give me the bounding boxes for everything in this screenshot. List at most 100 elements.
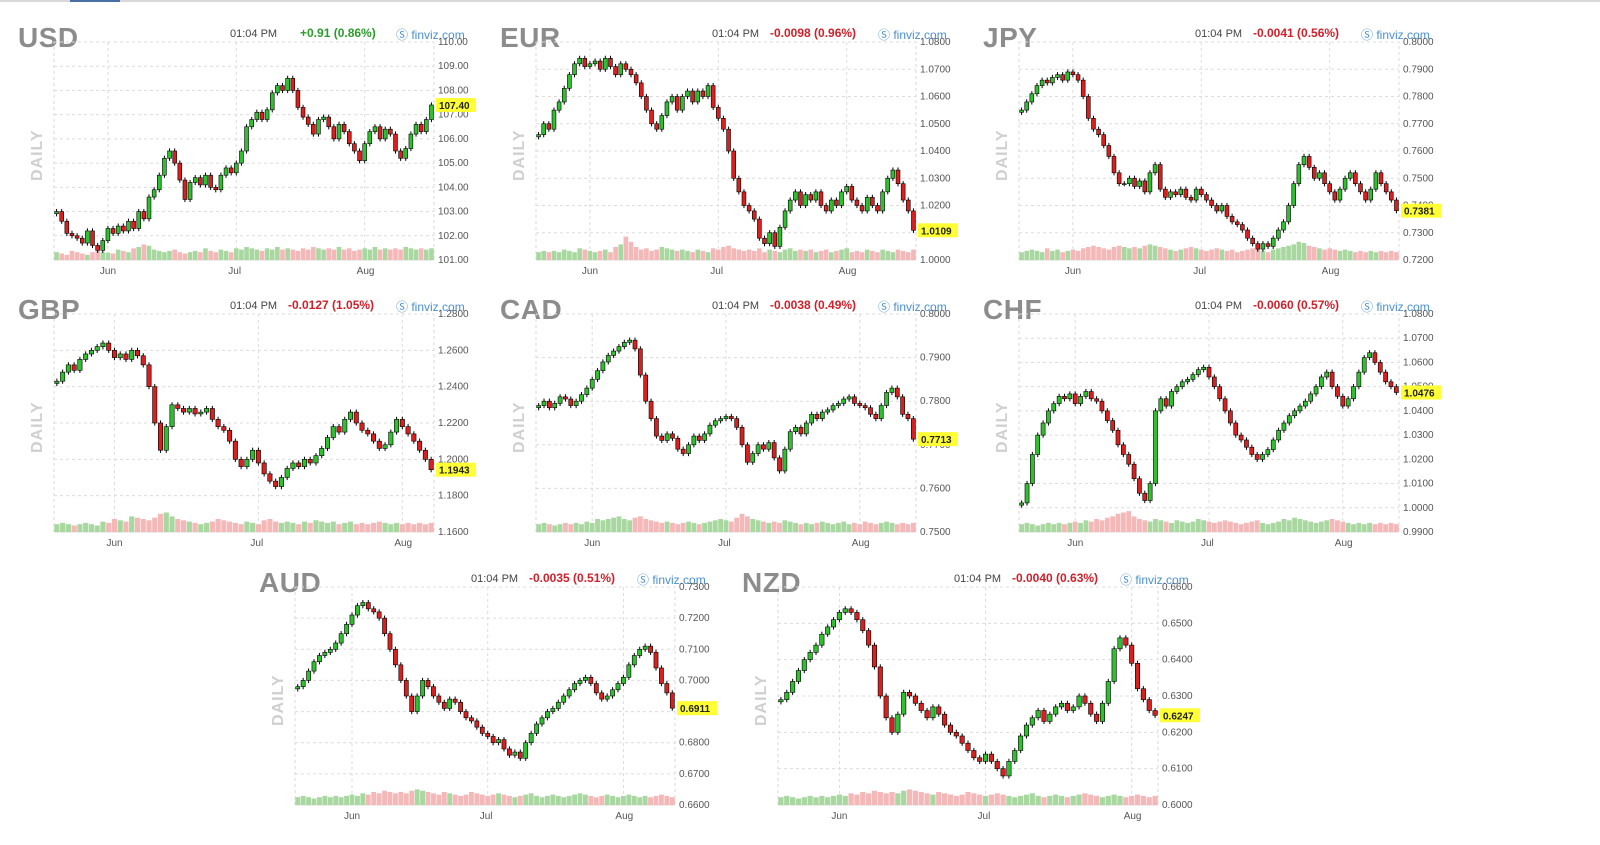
chart-nzd[interactable]: NZD 01:04 PM -0.0040 (0.63%) Ⓢ finviz.com 0.… xyxy=(742,567,1202,825)
candle xyxy=(388,429,394,448)
volume-bar xyxy=(203,522,210,532)
candle xyxy=(866,627,872,648)
candle xyxy=(1179,379,1185,390)
volume-bar xyxy=(131,248,136,260)
last-price-highlight xyxy=(918,223,958,238)
candle xyxy=(878,402,884,422)
candle xyxy=(642,643,648,652)
candle xyxy=(239,148,244,166)
y-tick-label: 0.7700 xyxy=(1403,119,1434,130)
candle xyxy=(394,416,400,435)
volume-bar xyxy=(1163,521,1169,532)
candle xyxy=(644,93,649,113)
volume-bar xyxy=(589,522,595,532)
finviz-link[interactable]: Ⓢ finviz.com xyxy=(396,28,465,42)
x-tick-label: Jun xyxy=(584,538,600,549)
finviz-link[interactable]: Ⓢ finviz.com xyxy=(878,28,947,42)
candle xyxy=(1377,359,1383,375)
volume-bar xyxy=(414,789,420,805)
finviz-link[interactable]: Ⓢ finviz.com xyxy=(1361,28,1430,42)
candle xyxy=(551,107,557,132)
volume-bar xyxy=(1179,521,1185,532)
candle xyxy=(418,121,424,135)
volume-bar xyxy=(1311,247,1317,260)
candle xyxy=(830,402,836,413)
candle xyxy=(54,378,60,387)
candle xyxy=(1137,476,1142,496)
candle xyxy=(579,392,584,404)
candle xyxy=(1265,241,1271,249)
candle xyxy=(1104,408,1110,424)
volume-bar xyxy=(680,249,685,260)
volume-bar xyxy=(85,254,90,260)
candle xyxy=(376,609,382,621)
candle xyxy=(1122,181,1127,187)
volume-bar xyxy=(269,249,275,260)
volume-bar xyxy=(1126,511,1132,532)
candle xyxy=(1254,451,1260,462)
candle xyxy=(924,707,930,721)
y-tick-label: 1.2200 xyxy=(438,418,469,429)
finviz-link[interactable]: Ⓢ finviz.com xyxy=(878,300,947,314)
volume-bar xyxy=(1347,250,1353,260)
candle xyxy=(604,693,610,702)
x-tick-label: Aug xyxy=(852,538,870,549)
candle xyxy=(577,677,583,687)
volume-bar xyxy=(180,520,187,532)
candle xyxy=(1281,420,1287,433)
volume-bar xyxy=(1270,522,1276,532)
chart-jpy[interactable]: JPY 01:04 PM -0.0041 (0.56%) Ⓢ finviz.com 0.… xyxy=(983,22,1443,280)
volume-bar xyxy=(311,798,317,805)
chart-aud[interactable]: AUD 01:04 PM -0.0035 (0.51%) Ⓢ finviz.com 0.… xyxy=(259,567,719,825)
chart-time: 01:04 PM xyxy=(471,573,519,585)
candle xyxy=(778,697,784,705)
volume-bar xyxy=(568,524,574,532)
y-tick-label: 106.00 xyxy=(438,134,469,145)
volume-bar xyxy=(1055,249,1060,260)
candle xyxy=(167,148,172,161)
volume-bar xyxy=(163,512,169,532)
volume-bar xyxy=(79,253,85,260)
period-label: DAILY xyxy=(753,674,770,726)
chart-cad[interactable]: CAD 01:04 PM -0.0038 (0.49%) Ⓢ finviz.com 0.… xyxy=(500,294,960,552)
volume-bar xyxy=(1029,524,1035,532)
candle xyxy=(772,230,778,249)
volume-bar xyxy=(1070,249,1076,260)
volume-bar xyxy=(1185,522,1190,532)
candle xyxy=(181,405,187,415)
volume-bar xyxy=(870,250,875,260)
chart-chf[interactable]: CHF 01:04 PM -0.0060 (0.57%) Ⓢ finviz.com 1.… xyxy=(983,294,1443,552)
candle xyxy=(1327,181,1332,195)
finviz-link[interactable]: Ⓢ finviz.com xyxy=(637,573,706,587)
chart-gbp[interactable]: GBP 01:04 PM -0.0127 (1.05%) Ⓢ finviz.com 1.… xyxy=(18,294,478,552)
candle xyxy=(408,131,414,152)
finviz-link[interactable]: Ⓢ finviz.com xyxy=(1361,300,1430,314)
chart-eur[interactable]: EUR 01:04 PM -0.0098 (0.96%) Ⓢ finviz.com 1.… xyxy=(500,22,960,280)
volume-bar xyxy=(1183,248,1189,260)
y-tick-label: 1.0600 xyxy=(920,92,951,103)
chart-usd[interactable]: USD 01:04 PM +0.91 (0.86%) Ⓢ finviz.com 110.… xyxy=(18,22,478,280)
finviz-link[interactable]: Ⓢ finviz.com xyxy=(396,300,465,314)
volume-bar xyxy=(900,250,906,260)
candle xyxy=(1082,693,1088,706)
volume-bar xyxy=(659,522,665,532)
volume-bar xyxy=(1388,250,1394,260)
plot-frame xyxy=(53,41,435,261)
candle xyxy=(136,208,141,232)
chart-time: 01:04 PM xyxy=(230,300,278,312)
volume-bar xyxy=(324,522,331,532)
volume-bar xyxy=(418,248,424,260)
last-price-label: 0.7381 xyxy=(1404,207,1435,218)
y-tick-label: 0.6300 xyxy=(1162,691,1193,702)
y-tick-label: 108.00 xyxy=(438,85,469,96)
volume-bar xyxy=(382,522,388,532)
candle xyxy=(403,145,409,161)
candle xyxy=(700,88,706,100)
finviz-link[interactable]: Ⓢ finviz.com xyxy=(1120,573,1189,587)
volume-bar xyxy=(803,250,808,260)
volume-bar xyxy=(370,522,377,532)
volume-bar xyxy=(628,241,634,260)
candle xyxy=(659,112,665,132)
volume-bar xyxy=(1034,250,1040,260)
candle xyxy=(729,413,734,422)
